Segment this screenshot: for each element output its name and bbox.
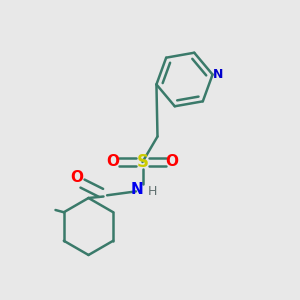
Text: H: H xyxy=(147,185,157,198)
Text: O: O xyxy=(70,169,83,184)
Text: O: O xyxy=(106,154,120,169)
Text: N: N xyxy=(213,68,223,81)
Text: O: O xyxy=(165,154,178,169)
Text: S: S xyxy=(136,153,148,171)
Text: N: N xyxy=(131,182,143,196)
